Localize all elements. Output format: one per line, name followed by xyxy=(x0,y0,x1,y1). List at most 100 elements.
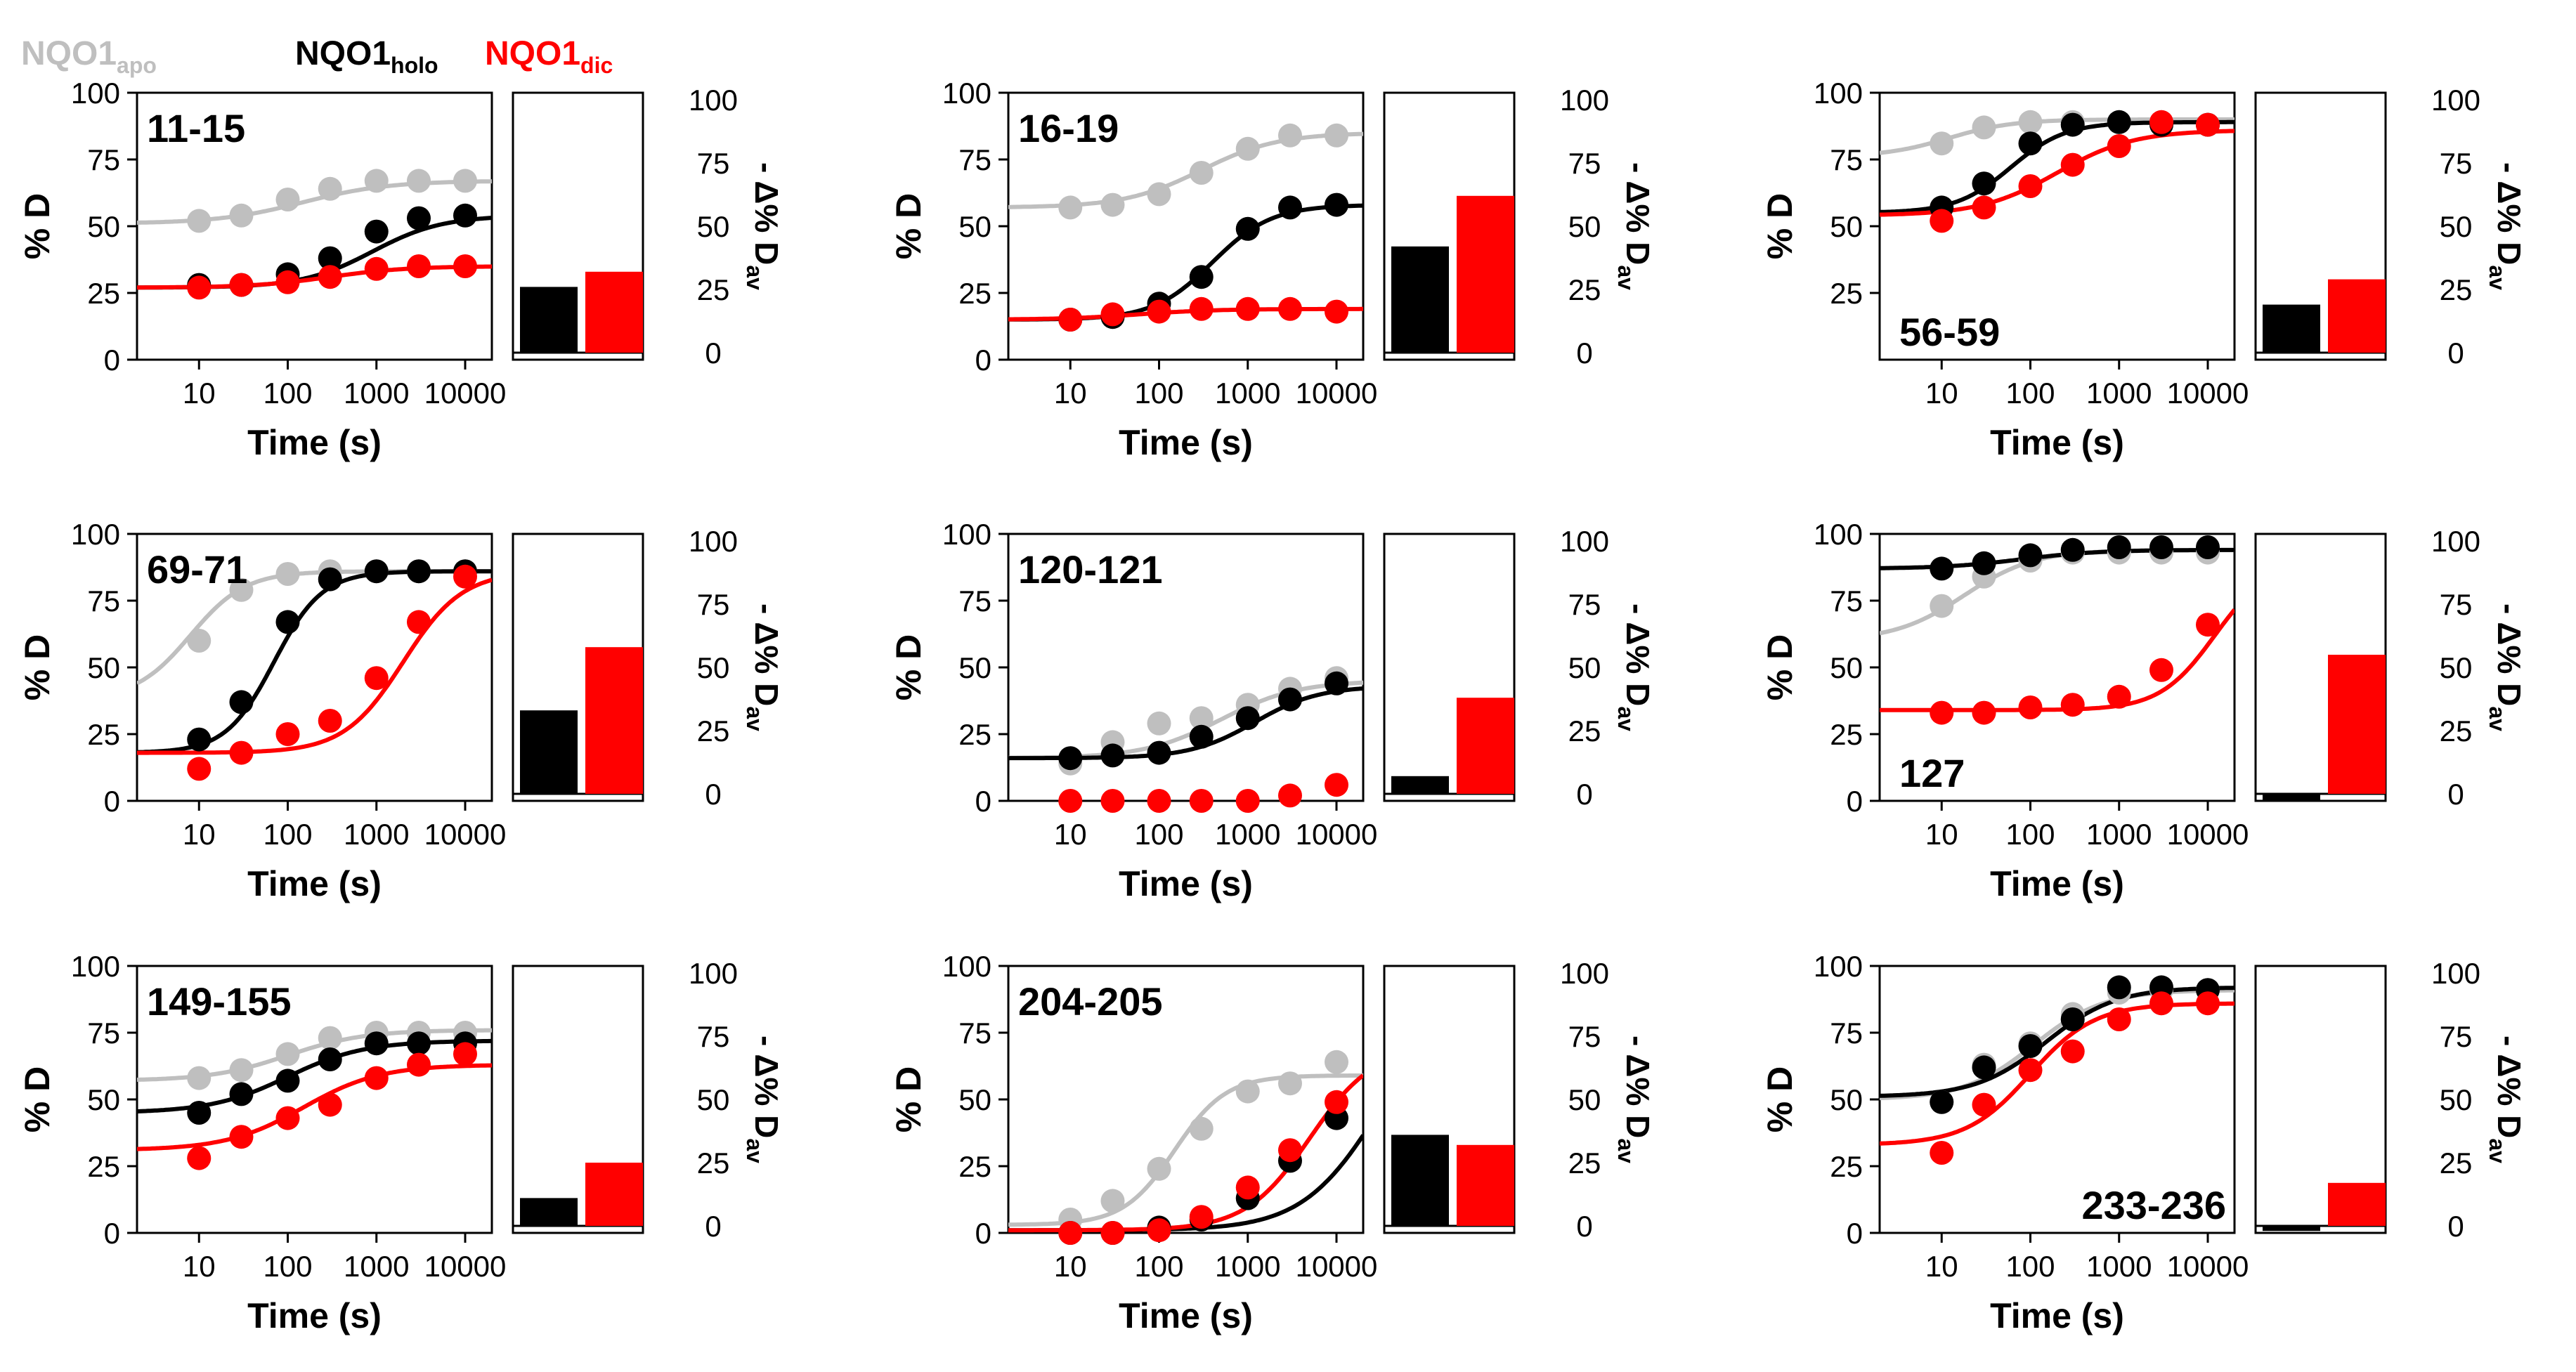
data-point-apo xyxy=(1058,195,1083,220)
y-tick-label: 100 xyxy=(942,950,991,983)
data-point-holo xyxy=(2107,110,2131,134)
right-tick-label: 0 xyxy=(1576,778,1592,811)
data-point-dic xyxy=(406,610,431,634)
legend-name: NQO1 xyxy=(295,35,391,72)
panel-label: 11-15 xyxy=(147,106,245,150)
bar-dic xyxy=(585,647,643,794)
bar-holo xyxy=(2263,794,2320,802)
bar-frame xyxy=(512,91,644,361)
right-tick-label: 75 xyxy=(1568,147,1601,180)
panel-label: 204-205 xyxy=(1018,979,1163,1024)
data-point-dic xyxy=(2060,1039,2085,1064)
right-axis-label: - Δ% Dav xyxy=(742,603,785,731)
data-point-holo xyxy=(318,246,342,270)
data-point-apo xyxy=(229,1058,254,1083)
x-tick-label: 10 xyxy=(1925,818,1958,851)
y-tick-label: 0 xyxy=(975,344,991,377)
data-point-apo xyxy=(1277,1071,1302,1096)
legend-entry-apo: NQO1apo xyxy=(21,35,157,78)
y-tick-label: 25 xyxy=(87,277,120,310)
fit-curve-dic xyxy=(1880,1001,2235,1146)
bar-holo xyxy=(1391,776,1449,794)
data-point-dic xyxy=(1189,789,1214,813)
data-point-dic xyxy=(229,740,254,765)
y-axis-label: % D xyxy=(889,193,928,259)
y-tick-label: 25 xyxy=(1830,718,1863,751)
data-point-apo xyxy=(1189,1116,1214,1141)
data-point-dic xyxy=(1235,789,1260,813)
y-tick-label: 25 xyxy=(958,718,991,751)
data-point-apo xyxy=(1100,192,1125,217)
y-tick-label: 100 xyxy=(1814,518,1863,551)
right-tick-label: 50 xyxy=(697,1083,730,1116)
bar-dic xyxy=(2328,279,2386,353)
y-tick-label: 25 xyxy=(87,1150,120,1183)
data-point-dic xyxy=(1100,302,1125,327)
x-tick-label: 1000 xyxy=(344,377,409,410)
fit-curve-dic xyxy=(137,1063,492,1151)
y-tick-label: 75 xyxy=(958,1017,991,1050)
x-tick-label: 10000 xyxy=(2167,1250,2249,1283)
data-point-dic xyxy=(1972,195,1996,220)
right-tick-label: 0 xyxy=(705,778,721,811)
y-axis-label: % D xyxy=(889,1066,928,1132)
data-point-dic xyxy=(318,1092,342,1117)
bar-holo xyxy=(520,287,578,353)
right-tick-label: 0 xyxy=(2447,778,2464,811)
x-tick-label: 10000 xyxy=(2167,818,2249,851)
data-point-dic xyxy=(187,275,212,300)
bar-frame xyxy=(2254,91,2387,361)
data-point-dic xyxy=(2195,613,2220,637)
data-point-dic xyxy=(453,1042,477,1066)
data-point-holo xyxy=(364,1031,389,1056)
x-axis-label: Time (s) xyxy=(1119,864,1253,903)
x-tick-label: 100 xyxy=(2005,818,2055,851)
panel-label: 16-19 xyxy=(1018,106,1119,150)
data-point-holo xyxy=(318,567,342,592)
bar-frame xyxy=(1383,965,1516,1234)
data-point-holo xyxy=(2018,131,2043,156)
data-point-apo xyxy=(187,629,212,653)
right-tick-label: 75 xyxy=(1568,1020,1601,1053)
right-tick-label: 75 xyxy=(697,147,730,180)
y-axis-label: % D xyxy=(1760,634,1800,700)
x-tick-label: 10000 xyxy=(424,818,507,851)
data-point-holo xyxy=(1147,740,1171,765)
data-point-dic xyxy=(1100,789,1125,813)
bar-dic xyxy=(2328,1182,2386,1226)
data-point-apo xyxy=(275,188,300,211)
legend-name: NQO1 xyxy=(21,35,117,72)
x-tick-label: 10 xyxy=(183,818,216,851)
right-tick-label: 50 xyxy=(1568,1083,1601,1116)
data-point-apo xyxy=(1277,123,1302,148)
data-point-holo xyxy=(1930,1090,1954,1114)
data-point-dic xyxy=(1324,773,1348,797)
fit-curve-holo xyxy=(137,569,492,754)
right-tick-label: 0 xyxy=(1576,1210,1592,1243)
data-point-holo xyxy=(2149,535,2173,559)
right-axis-label: - Δ% Dav xyxy=(2485,603,2528,731)
data-point-apo xyxy=(229,203,254,228)
x-tick-label: 100 xyxy=(2005,377,2055,410)
right-tick-label: 25 xyxy=(697,273,730,306)
x-tick-label: 100 xyxy=(263,377,312,410)
data-point-apo xyxy=(318,1026,342,1050)
x-tick-label: 1000 xyxy=(2086,818,2152,851)
data-point-dic xyxy=(2107,134,2131,158)
x-tick-label: 1000 xyxy=(1215,377,1280,410)
right-tick-label: 100 xyxy=(1560,84,1609,117)
x-tick-label: 10000 xyxy=(424,1250,507,1283)
data-point-holo xyxy=(1058,746,1083,771)
y-tick-label: 50 xyxy=(958,651,991,684)
y-tick-label: 50 xyxy=(1830,651,1863,684)
legend-entry-holo: NQO1holo xyxy=(295,35,438,78)
y-tick-label: 75 xyxy=(1830,1017,1863,1050)
right-tick-label: 75 xyxy=(697,1020,730,1053)
right-tick-label: 100 xyxy=(689,957,738,990)
fit-curve-holo xyxy=(1008,203,1363,322)
data-point-holo xyxy=(453,203,477,228)
data-point-dic xyxy=(1058,789,1083,813)
